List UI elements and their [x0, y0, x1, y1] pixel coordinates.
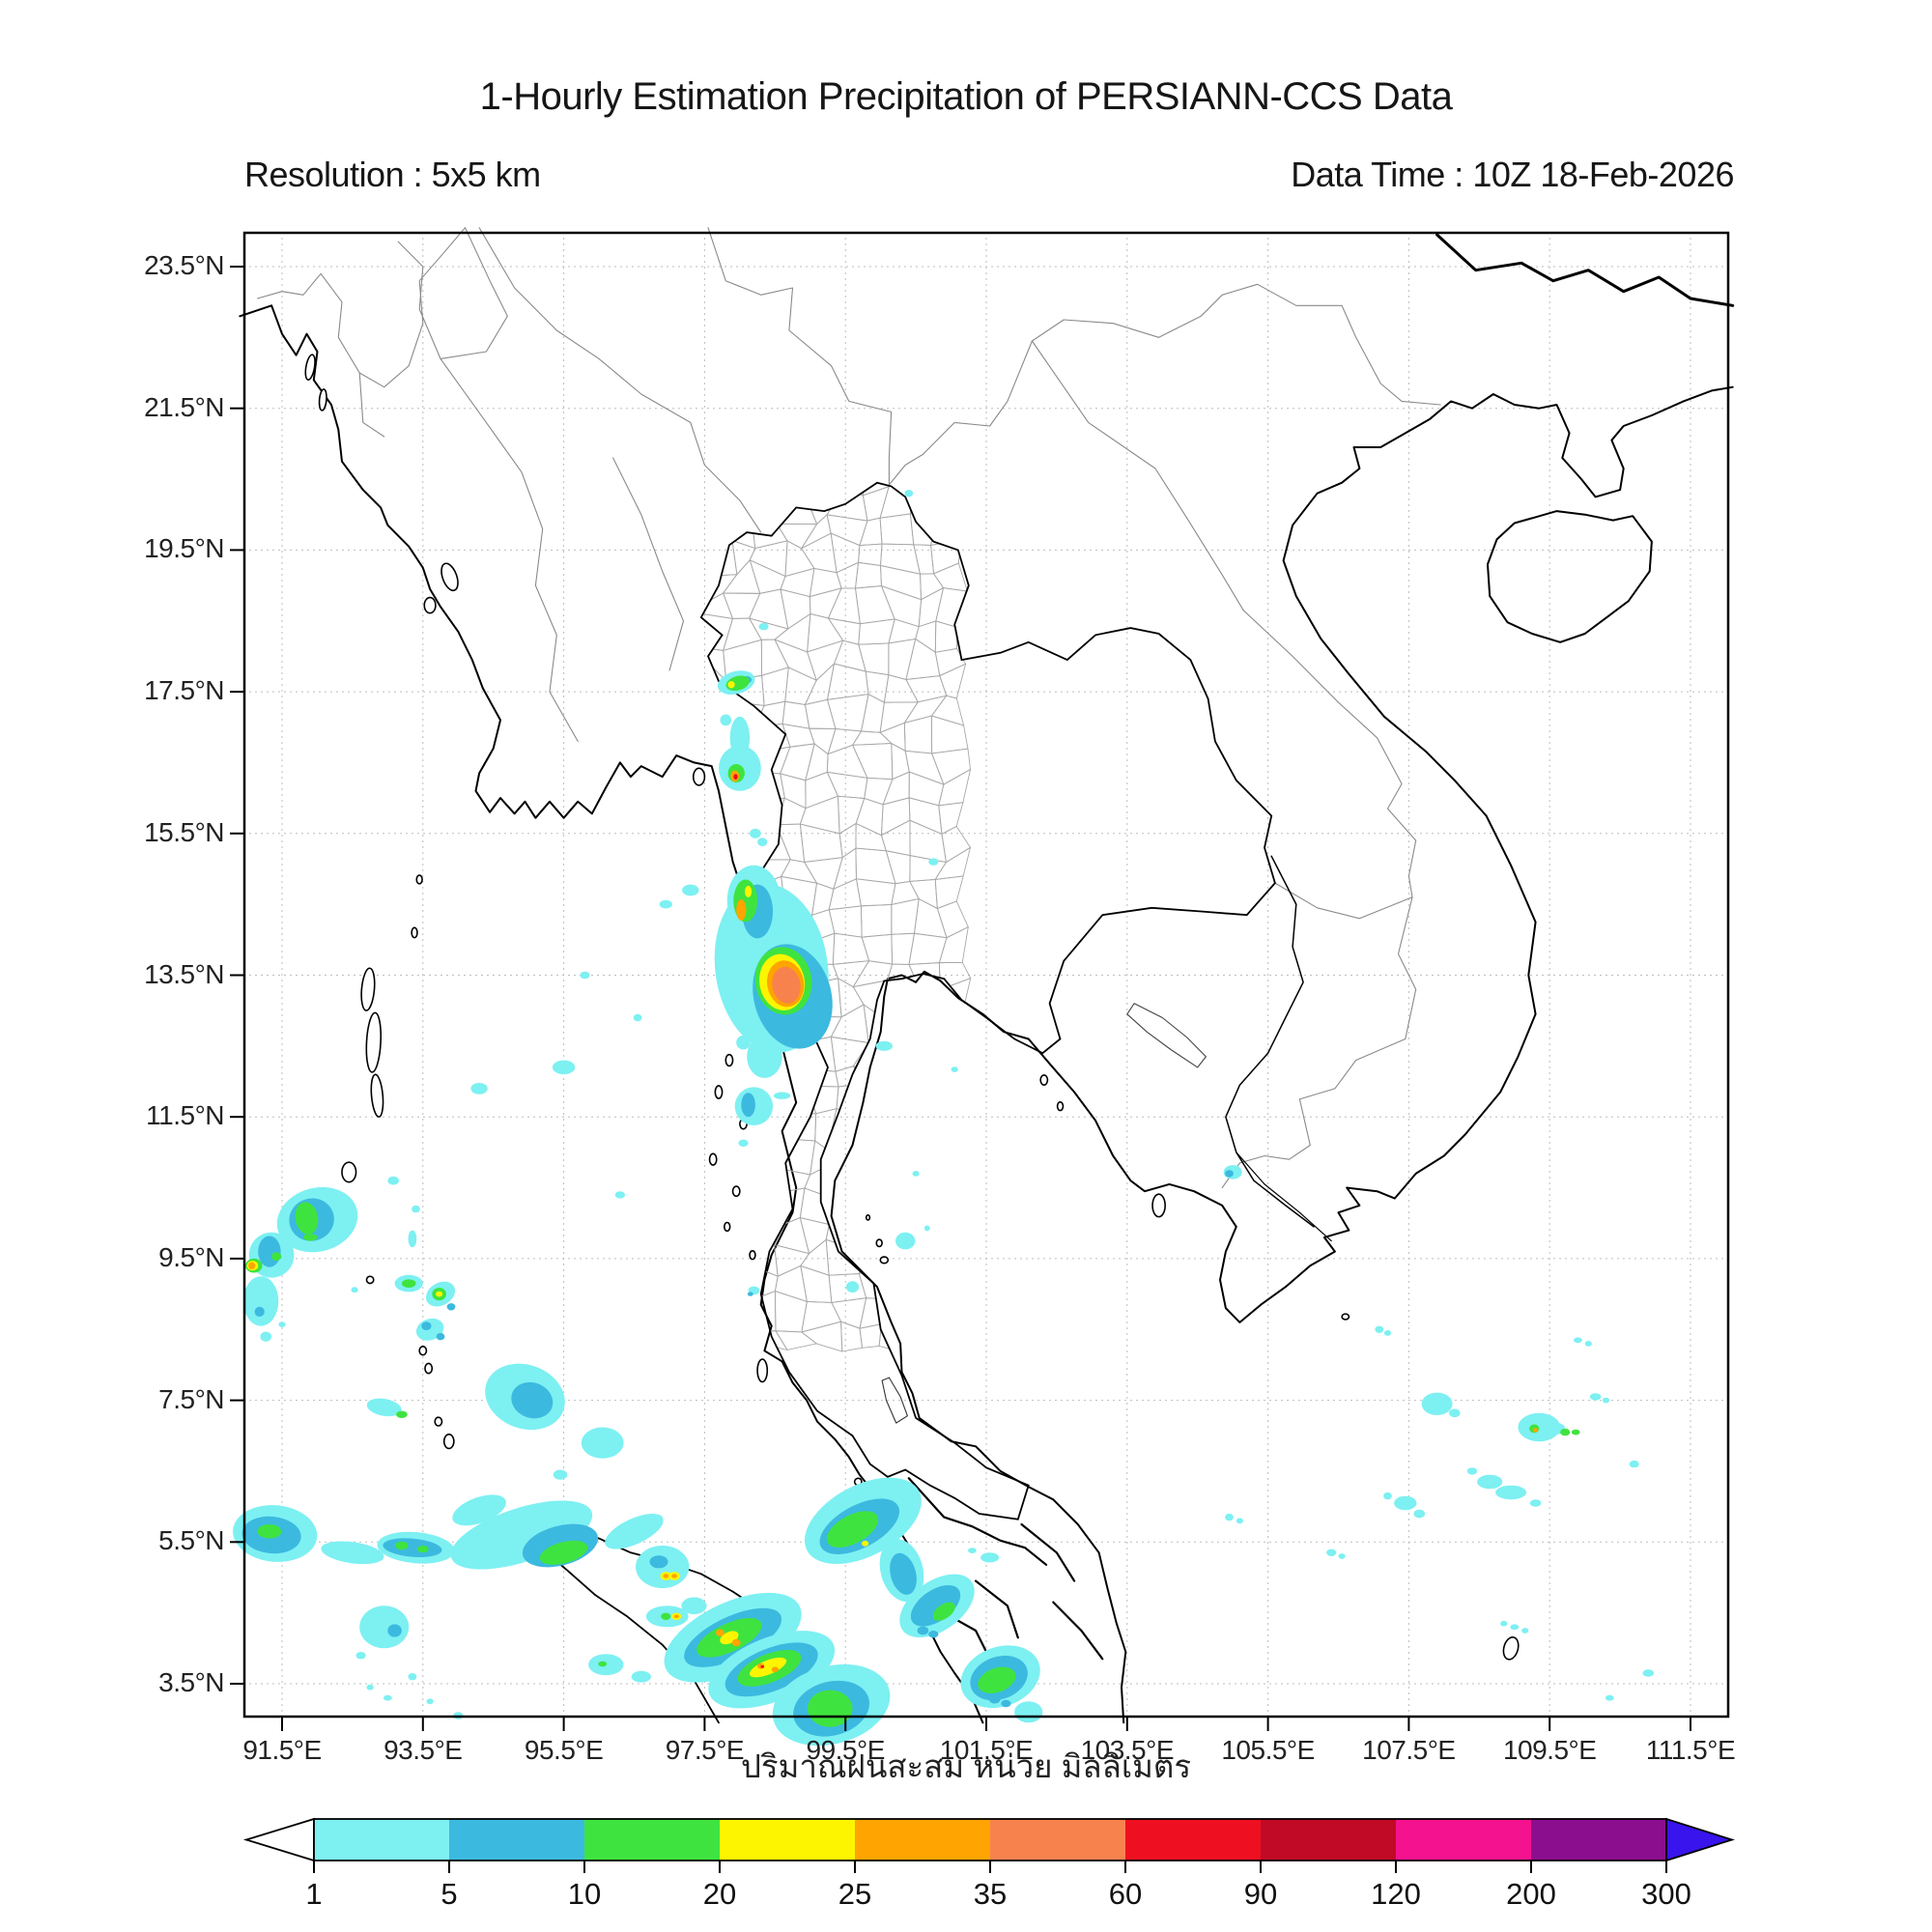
- map-canvas: [230, 227, 1735, 1747]
- x-tick-label: 99.5°E: [806, 1735, 886, 1765]
- colorbar-tick-label: 25: [838, 1877, 871, 1911]
- x-tick-label: 95.5°E: [524, 1735, 604, 1765]
- y-tick-label: 19.5°N: [144, 533, 224, 564]
- resolution-label: Resolution : 5x5 km: [244, 155, 541, 194]
- x-tick-label: 97.5°E: [665, 1735, 745, 1765]
- colorbar-tick-label: 35: [974, 1877, 1007, 1911]
- colorbar-caption-thai: ปริมาณฝนสะสม หน่วย มิลลิเมตร: [740, 1748, 1192, 1784]
- x-tick-label: 105.5°E: [1221, 1735, 1315, 1765]
- y-tick-label: 15.5°N: [144, 816, 224, 847]
- y-tick-label: 9.5°N: [158, 1241, 224, 1272]
- x-tick-label: 107.5°E: [1362, 1735, 1456, 1765]
- x-tick-label: 111.5°E: [1645, 1735, 1736, 1765]
- colorbar-tick-label: 200: [1506, 1877, 1556, 1911]
- colorbar-tick-label: 10: [568, 1877, 601, 1911]
- x-tick-label: 101.5°E: [939, 1735, 1034, 1765]
- colorbar-tick-label: 20: [703, 1877, 736, 1911]
- colorbar-tick-label: 120: [1371, 1877, 1421, 1911]
- y-tick-label: 3.5°N: [158, 1667, 224, 1697]
- colorbar: 1 5 10 20 25 35 60 90 120 200 300: [242, 1817, 1735, 1911]
- y-tick-label: 23.5°N: [144, 250, 224, 280]
- colorbar-tick-label: 90: [1244, 1877, 1277, 1911]
- y-tick-label: 11.5°N: [146, 1100, 224, 1131]
- x-tick-label: 93.5°E: [384, 1735, 463, 1765]
- colorbar-tick-label: 60: [1109, 1877, 1142, 1911]
- colorbar-tick-label: 1: [305, 1877, 322, 1911]
- page-title: 1-Hourly Estimation Precipitation of PER…: [479, 75, 1453, 118]
- datatime-label: Data Time : 10Z 18-Feb-2026: [1291, 155, 1734, 194]
- y-tick-label: 13.5°N: [144, 958, 224, 989]
- y-tick-label: 17.5°N: [144, 675, 224, 706]
- colorbar-tick-label: 300: [1641, 1877, 1691, 1911]
- x-tick-label: 103.5°E: [1080, 1735, 1175, 1765]
- x-tick-label: 91.5°E: [242, 1735, 322, 1765]
- y-tick-label: 5.5°N: [158, 1525, 224, 1556]
- y-tick-label: 21.5°N: [144, 391, 224, 422]
- colorbar-tick-label: 5: [440, 1877, 457, 1911]
- y-tick-label: 7.5°N: [158, 1383, 224, 1414]
- x-tick-label: 109.5°E: [1502, 1735, 1597, 1765]
